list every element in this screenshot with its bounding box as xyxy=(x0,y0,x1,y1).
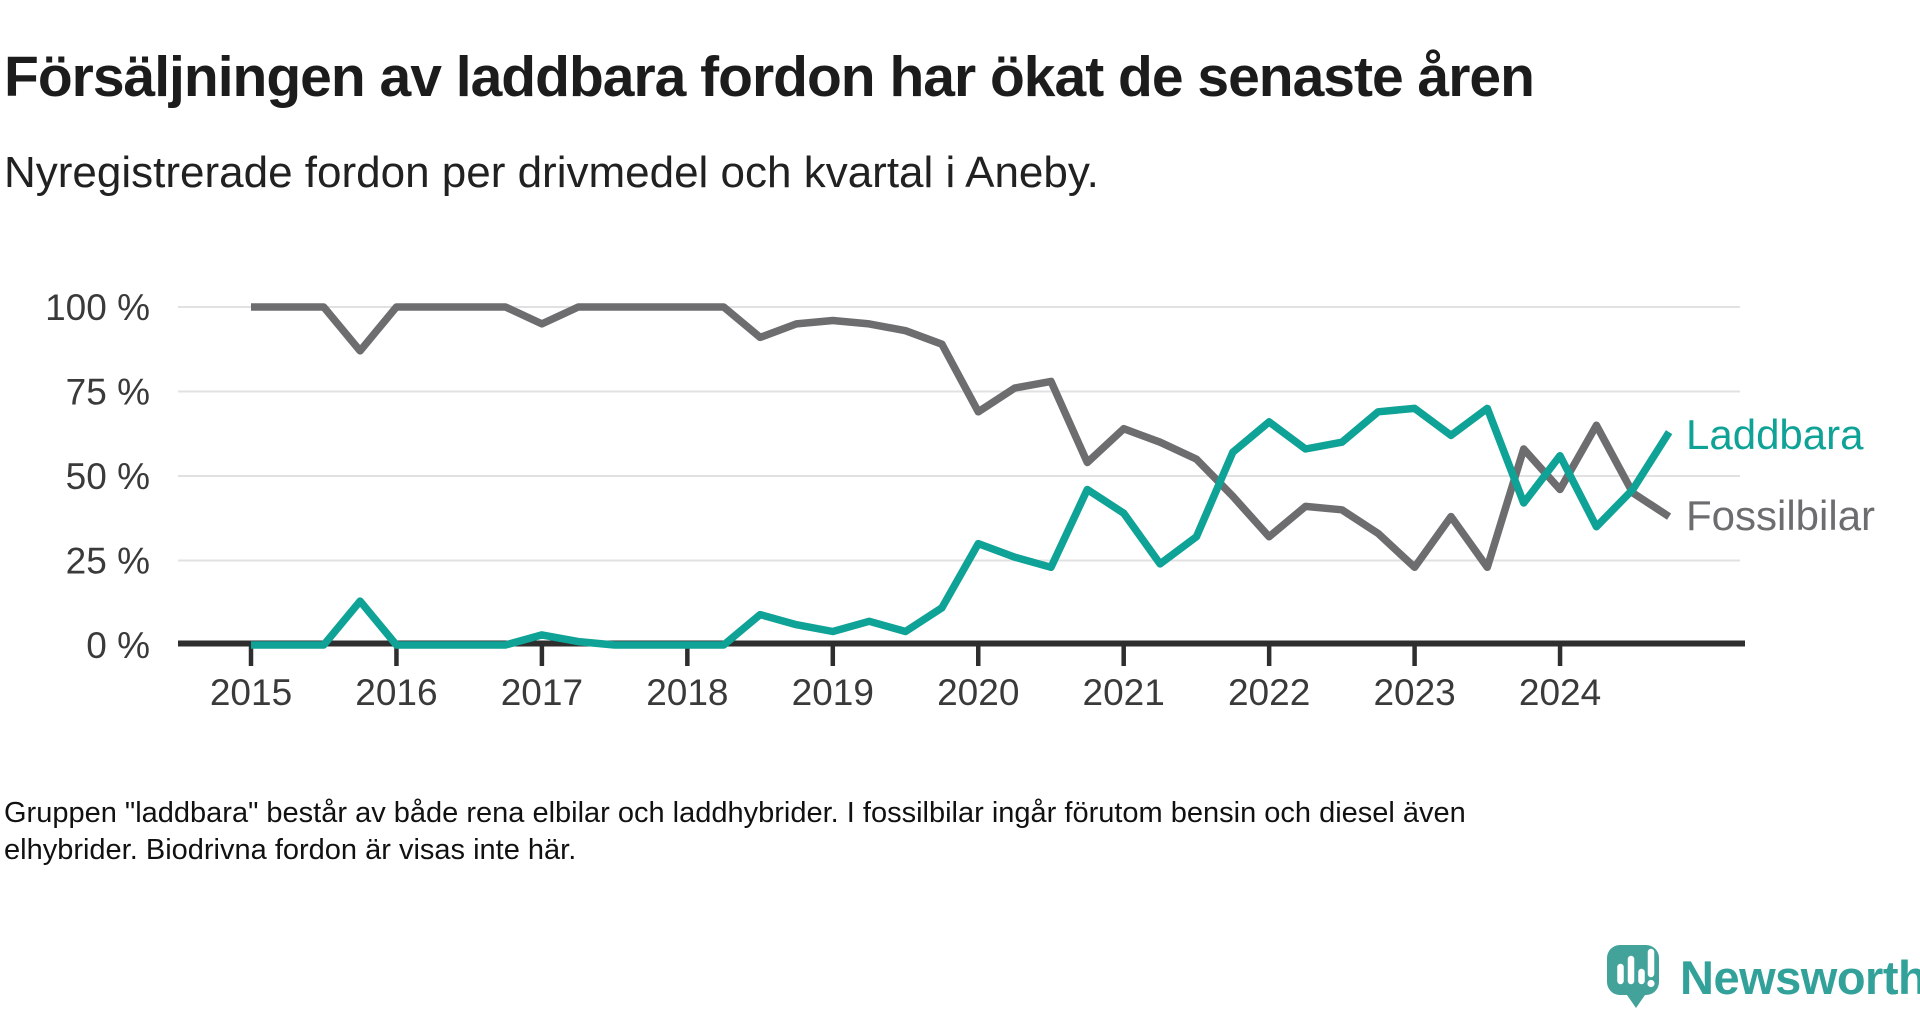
footnote-line-1: Gruppen "laddbara" består av både rena e… xyxy=(4,797,1466,829)
legend-label-laddbara: Laddbara xyxy=(1686,411,1864,458)
footnote: Gruppen "laddbara" består av både rena e… xyxy=(4,795,1604,869)
x-tick-label-2019: 2019 xyxy=(792,672,874,713)
x-tick-label-2022: 2022 xyxy=(1228,672,1310,713)
logo-exclamation-dot xyxy=(1647,979,1655,988)
series-line-fossilbilar xyxy=(251,303,1672,572)
logo-text: Newsworthy xyxy=(1680,950,1920,1004)
series-line-laddbara xyxy=(251,404,1673,649)
y-tick-label-100: 100 % xyxy=(45,287,150,328)
x-tick-label-2017: 2017 xyxy=(501,672,583,713)
y-tick-label-75: 75 % xyxy=(66,371,150,412)
x-tick-label-2020: 2020 xyxy=(937,672,1019,713)
page-title: Försäljningen av laddbara fordon har öka… xyxy=(4,45,1535,110)
x-tick-label-2021: 2021 xyxy=(1083,672,1165,713)
x-tick-label-2018: 2018 xyxy=(646,672,728,713)
footnote-line-2: elhybrider. Biodrivna fordon är visas in… xyxy=(4,834,577,866)
x-tick-label-2016: 2016 xyxy=(355,672,437,713)
y-tick-label-50: 50 % xyxy=(66,456,150,497)
y-tick-label-0: 0 % xyxy=(86,625,150,666)
legend-label-fossilbilar: Fossilbilar xyxy=(1686,492,1876,539)
speech-bubble-bar-chart-icon xyxy=(1607,945,1659,1008)
newsworthy-logo: Newsworthy xyxy=(1606,944,1920,1010)
x-tick-label-2015: 2015 xyxy=(210,672,292,713)
page-subtitle: Nyregistrerade fordon per drivmedel och … xyxy=(4,148,1099,197)
x-tick-label-2023: 2023 xyxy=(1373,672,1455,713)
x-tick-label-2024: 2024 xyxy=(1519,672,1601,713)
y-tick-label-25: 25 % xyxy=(66,540,150,581)
